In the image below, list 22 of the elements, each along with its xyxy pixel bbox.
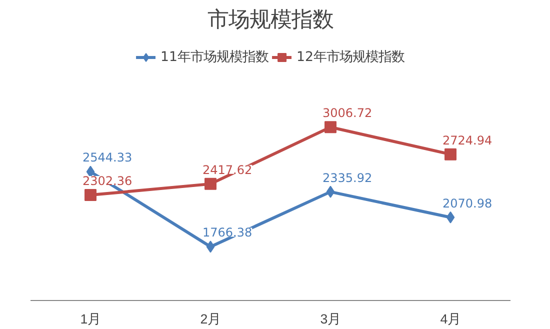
point — [444, 148, 456, 160]
data-label: 1766.38 — [202, 226, 252, 240]
data-label: 2302.36 — [82, 174, 132, 188]
point — [324, 121, 336, 134]
x-tick-label: 2月 — [200, 312, 221, 326]
legend-label: 12年市场规模指数 — [296, 48, 404, 66]
data-label: 2070.98 — [442, 196, 492, 210]
data-label: 2724.94 — [442, 133, 492, 148]
x-tick-label: 1月 — [80, 312, 101, 326]
legend-label: 11年市场规模指数 — [160, 48, 268, 66]
data-label: 2544.33 — [82, 150, 132, 165]
data-label: 3006.72 — [322, 106, 372, 120]
point — [206, 240, 215, 253]
chart-title: 市场规模指数 — [208, 8, 334, 32]
point — [84, 189, 96, 202]
data-label: 2417.62 — [202, 162, 252, 177]
point — [326, 186, 335, 198]
point — [446, 211, 455, 224]
x-tick-label: 4月 — [440, 312, 461, 326]
x-tick-label: 3月 — [320, 312, 341, 326]
data-label: 2335.92 — [322, 170, 372, 185]
point — [204, 178, 216, 190]
